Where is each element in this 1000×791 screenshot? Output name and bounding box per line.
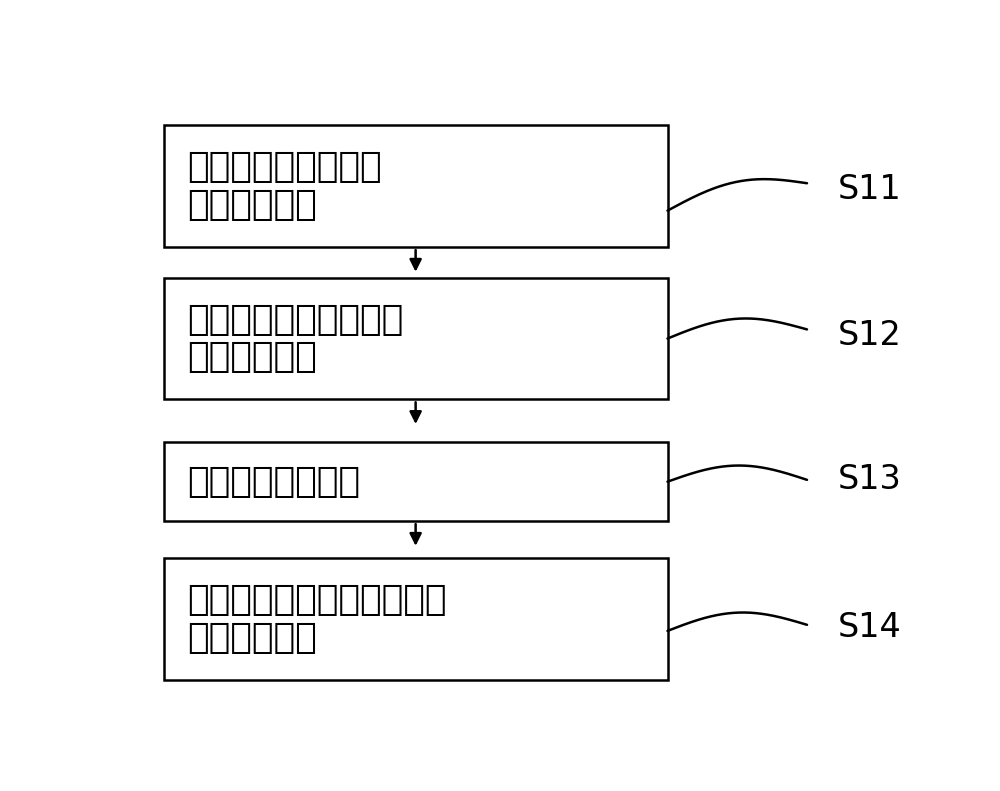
Text: S11: S11 — [838, 172, 902, 206]
Bar — [164, 558, 668, 679]
Text: 烧结所述过渡胚体: 烧结所述过渡胚体 — [187, 464, 360, 498]
Text: 钝化经过烧结的所述过渡胚: 钝化经过烧结的所述过渡胚 — [187, 583, 446, 617]
Bar — [164, 442, 668, 521]
Text: 型的过渡胚体: 型的过渡胚体 — [187, 340, 317, 374]
Text: 采用合金粉末压制成: 采用合金粉末压制成 — [187, 150, 382, 184]
Text: S12: S12 — [838, 319, 902, 352]
Text: S13: S13 — [838, 464, 902, 496]
Text: 型以生产原胚: 型以生产原胚 — [187, 188, 317, 222]
Bar — [164, 278, 668, 399]
Text: 体以生成铁芯: 体以生成铁芯 — [187, 621, 317, 655]
Text: S14: S14 — [838, 611, 902, 645]
Text: 将所述原胚切割成工字: 将所述原胚切割成工字 — [187, 303, 403, 337]
Bar — [164, 125, 668, 247]
